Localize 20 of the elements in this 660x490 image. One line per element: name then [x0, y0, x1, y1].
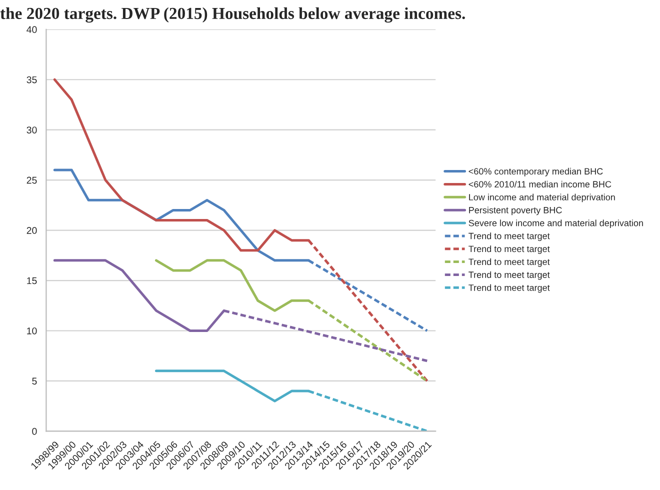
legend-label: Trend to meet target [468, 232, 550, 241]
y-tick-label: 20 [26, 227, 37, 234]
legend-label: Trend to meet target [468, 245, 550, 254]
y-tick-label: 25 [26, 176, 37, 184]
y-tick-label: 0 [32, 428, 37, 435]
legend-label: Low income and material deprivation [469, 194, 615, 202]
legend-label: <60% 2010/11 median income BHC [468, 180, 612, 188]
legend-label: Trend to meet target [468, 258, 550, 267]
legend-label: Severe low income and material deprivation [468, 220, 643, 228]
legend-label: <60% contemporary median BHC [468, 168, 603, 176]
chart-title: the 2020 targets. DWP (2015) Households below average incomes. [0, 7, 465, 23]
legend-label: Trend to meet target [468, 284, 550, 293]
legend-label: Persistent poverty BHC [469, 206, 562, 216]
y-tick-label: 5 [32, 378, 37, 385]
y-tick-label: 30 [26, 126, 37, 134]
y-tick-label: 15 [27, 277, 37, 284]
legend-label: Trend to meet target [468, 271, 550, 280]
y-tick-label: 10 [27, 327, 37, 334]
y-tick-label: 40 [26, 26, 37, 34]
y-tick-label: 35 [26, 76, 37, 84]
